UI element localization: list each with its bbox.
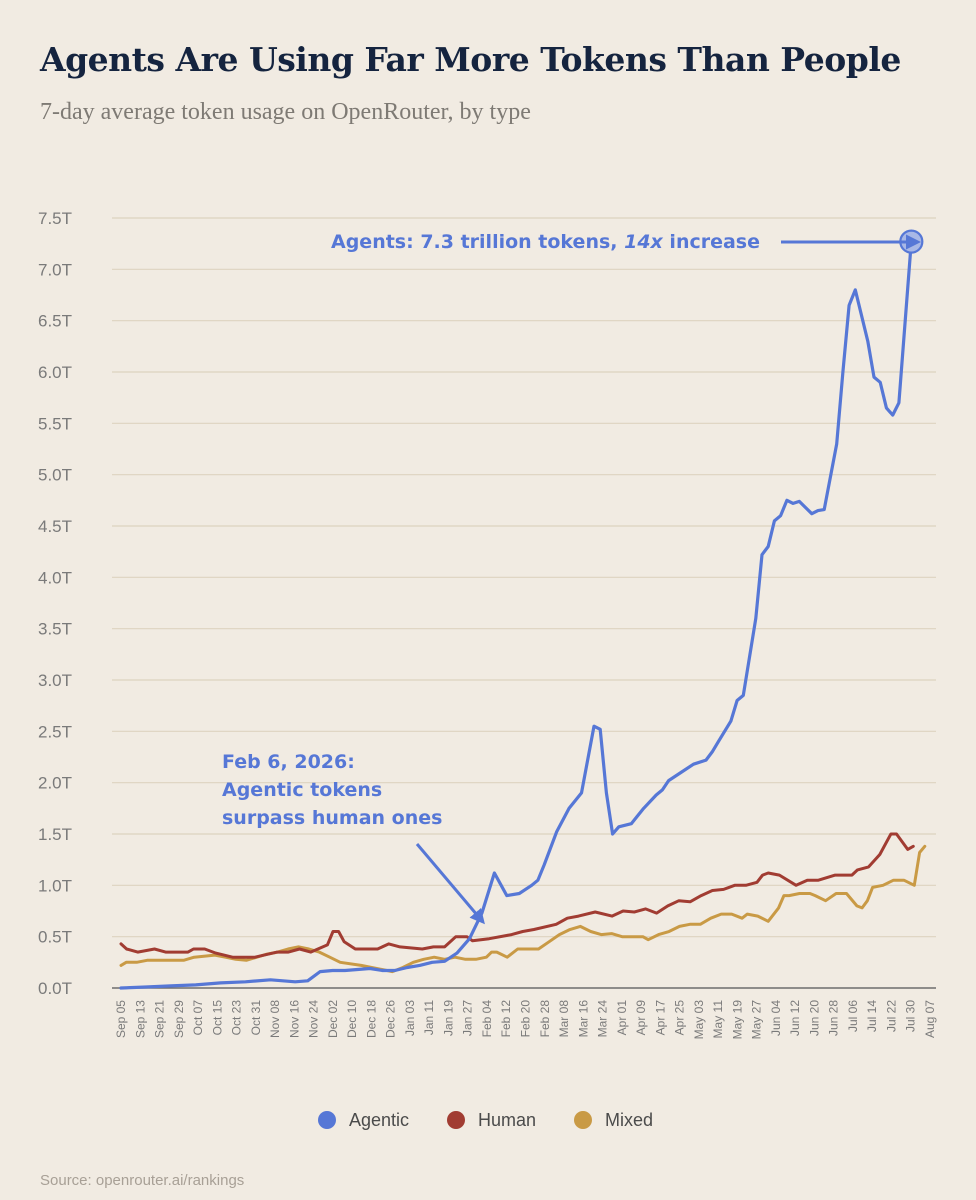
x-tick-label: Sep 21	[153, 1000, 167, 1038]
y-tick-label: 4.0T	[38, 568, 72, 587]
x-tick-label: Nov 08	[268, 1000, 282, 1038]
x-tick-label: Nov 24	[307, 1000, 321, 1038]
legend-marker-human	[447, 1111, 465, 1129]
series-line-agentic	[119, 240, 913, 990]
chart-title: Agents Are Using Far More Tokens Than Pe…	[40, 40, 901, 79]
x-tick-label: Jun 12	[788, 1000, 802, 1036]
y-tick-label: 5.0T	[38, 466, 72, 485]
x-tick-label: Jul 30	[904, 1000, 918, 1032]
x-tick-label: May 27	[750, 1000, 764, 1040]
x-tick-label: Jun 28	[827, 1000, 841, 1036]
x-tick-label: Jan 27	[461, 1000, 475, 1036]
y-tick-label: 7.0T	[38, 260, 72, 279]
series-line-mixed	[119, 844, 927, 974]
peak-annotation: Agents: 7.3 trillion tokens, 14x increas…	[331, 231, 760, 253]
legend-marker-agentic	[318, 1111, 336, 1129]
y-tick-label: 5.5T	[38, 414, 72, 433]
crossover-annotation-line: surpass human ones	[222, 807, 442, 829]
x-tick-label: Dec 26	[384, 1000, 398, 1038]
x-tick-label: Dec 02	[326, 1000, 340, 1038]
y-tick-label: 0.5T	[38, 928, 72, 947]
legend-label-human: Human	[478, 1110, 536, 1130]
x-tick-label: May 11	[711, 1000, 725, 1039]
y-tick-label: 4.5T	[38, 517, 72, 536]
x-tick-label: Oct 15	[210, 1000, 224, 1036]
y-tick-label: 6.0T	[38, 363, 72, 382]
x-tick-label: Jun 20	[807, 1000, 821, 1036]
x-tick-label: Jul 14	[865, 1000, 879, 1032]
y-tick-label: 0.0T	[38, 979, 72, 998]
x-tick-label: Jun 04	[769, 1000, 783, 1036]
x-tick-label: Oct 31	[249, 1000, 263, 1036]
y-tick-label: 2.5T	[38, 722, 72, 741]
series-line-human	[119, 832, 915, 959]
source-note: Source: openrouter.ai/rankings	[40, 1172, 245, 1189]
y-tick-label: 7.5T	[38, 209, 72, 228]
y-tick-label: 3.5T	[38, 620, 72, 639]
x-tick-label: May 03	[692, 1000, 706, 1040]
crossover-annotation-line: Agentic tokens	[222, 779, 382, 801]
x-tick-label: Sep 05	[114, 1000, 128, 1038]
y-tick-label: 3.0T	[38, 671, 72, 690]
y-tick-label: 6.5T	[38, 312, 72, 331]
x-tick-label: Dec 18	[364, 1000, 378, 1038]
x-tick-label: May 19	[730, 1000, 744, 1040]
y-tick-label: 1.5T	[38, 825, 72, 844]
x-tick-label: Sep 13	[133, 1000, 147, 1038]
legend-label-agentic: Agentic	[349, 1110, 409, 1130]
x-tick-label: Feb 04	[480, 1000, 494, 1038]
x-tick-label: Jul 06	[846, 1000, 860, 1032]
x-tick-label: Jan 03	[403, 1000, 417, 1036]
x-tick-label: Apr 01	[615, 1000, 629, 1036]
x-tick-label: Mar 08	[557, 1000, 571, 1038]
crossover-annotation-line: Feb 6, 2026:	[222, 751, 355, 773]
y-tick-label: 2.0T	[38, 774, 72, 793]
x-tick-label: Nov 16	[287, 1000, 301, 1038]
x-tick-label: Sep 29	[172, 1000, 186, 1038]
crossover-arrow	[415, 843, 485, 925]
legend-marker-mixed	[574, 1111, 592, 1129]
x-tick-label: Feb 12	[499, 1000, 513, 1038]
x-tick-label: Oct 23	[230, 1000, 244, 1036]
x-tick-label: Jul 22	[884, 1000, 898, 1032]
legend-label-mixed: Mixed	[605, 1110, 653, 1130]
x-tick-label: Feb 28	[538, 1000, 552, 1038]
y-tick-label: 1.0T	[38, 876, 72, 895]
x-tick-label: Apr 09	[634, 1000, 648, 1036]
x-tick-label: Jan 19	[441, 1000, 455, 1036]
x-tick-label: Jan 11	[422, 1000, 436, 1035]
chart-subtitle: 7-day average token usage on OpenRouter,…	[40, 99, 531, 125]
x-tick-label: Oct 07	[191, 1000, 205, 1036]
x-tick-label: Aug 07	[923, 1000, 937, 1038]
x-tick-label: Feb 20	[519, 1000, 533, 1038]
x-tick-label: Mar 24	[596, 1000, 610, 1038]
x-tick-label: Dec 10	[345, 1000, 359, 1038]
x-tick-label: Apr 17	[653, 1000, 667, 1036]
x-tick-label: Apr 25	[673, 1000, 687, 1036]
x-tick-label: Mar 16	[576, 1000, 590, 1038]
